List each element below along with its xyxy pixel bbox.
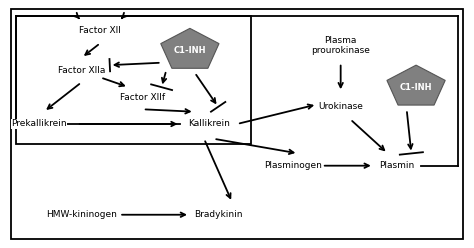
Polygon shape — [161, 28, 219, 68]
Text: Bradykinin: Bradykinin — [194, 210, 242, 219]
Text: HMW-kininogen: HMW-kininogen — [46, 210, 117, 219]
Bar — [16, 16, 251, 144]
Polygon shape — [387, 65, 445, 105]
Text: Factor XII: Factor XII — [80, 26, 121, 35]
Text: Prekallikrein: Prekallikrein — [11, 120, 67, 128]
Text: Plasminogen: Plasminogen — [264, 161, 322, 170]
Text: C1-INH: C1-INH — [173, 46, 206, 55]
Text: C1-INH: C1-INH — [400, 83, 432, 92]
Text: Plasmin: Plasmin — [380, 161, 415, 170]
Text: Urokinase: Urokinase — [318, 102, 363, 111]
Text: Factor XIIf: Factor XIIf — [120, 93, 165, 101]
Text: Plasma
prourokinase: Plasma prourokinase — [311, 36, 370, 55]
Text: Factor XIIa: Factor XIIa — [58, 65, 105, 75]
Text: Kallikrein: Kallikrein — [188, 120, 230, 128]
